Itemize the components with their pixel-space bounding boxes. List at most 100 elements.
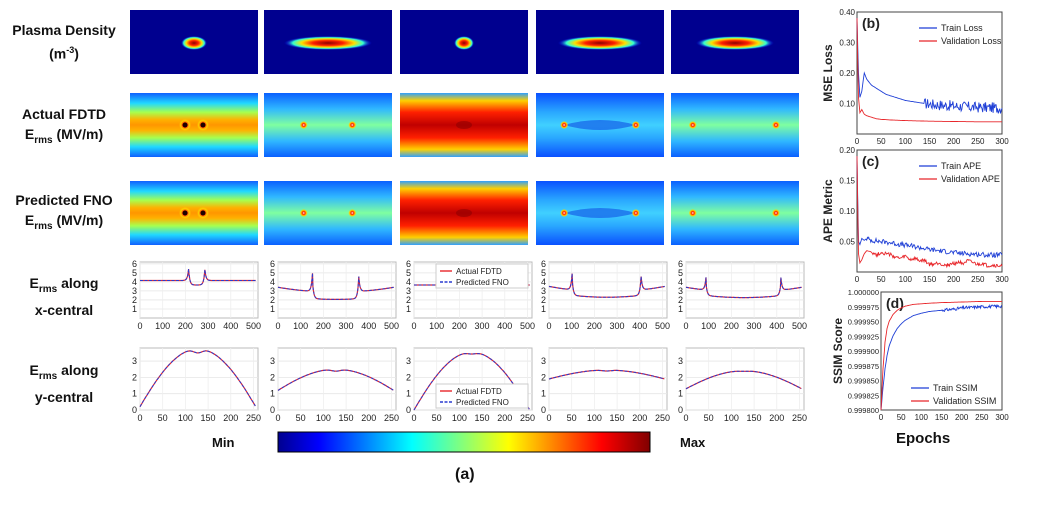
xprof-legend-predicted-label: Predicted FNO [456,278,509,287]
actual-subscript: rms [34,134,53,146]
x-subscript: rms [38,283,58,295]
panel-b-xtick-0: 0 [855,137,860,146]
xprof-2-ytick-3: 3 [270,286,275,296]
yprof-2-xtick-250: 250 [384,413,399,423]
actual-hotspot-4-1 [560,121,569,129]
x-line2: x-central [34,301,94,318]
panel-b-title: (b) [862,15,880,31]
xprof-4-ytick-3: 3 [541,286,546,296]
row-label-actual: Actual FDTD Erms (MV/m) [0,104,128,151]
yprof-2-xtick-50: 50 [296,413,306,423]
panel-b-legend-label-2: Validation Loss [941,36,1002,46]
plasma-density-paren: ) [74,45,79,62]
yprof-5-xtick-50: 50 [704,413,714,423]
panel-c-xtick-100: 100 [899,275,913,284]
panel-c-ytick-2: 0.15 [839,177,855,186]
xprof-4-xtick-300: 300 [610,321,625,331]
xprof-4-ytick-2: 2 [541,295,546,305]
predicted-subscript: rms [34,220,53,232]
panel-b-ytick-3: 0.40 [839,8,855,17]
panel-b-xtick-250: 250 [971,137,985,146]
panel-d-xtick-200: 200 [955,413,969,422]
yprof-4-ytick-3: 3 [541,356,546,366]
yprof-4-xtick-250: 250 [655,413,670,423]
xprof-3-xtick-200: 200 [452,321,467,331]
plasma-blob-1 [181,36,207,50]
xprof-predicted-4 [548,273,665,298]
yprof-3-ytick-1: 1 [406,389,411,399]
row-label-y-central: Erms along y-central [0,360,128,407]
panel-b: 0.10 0.20 0.30 0.40 0 50 100 150 200 250 300 MSE Lo… [821,8,1009,146]
plasma-blob-3 [454,36,474,50]
yprof-3-ytick-0: 0 [406,405,411,415]
yprof-1-ytick-0: 0 [132,405,137,415]
xprof-2-xtick-500: 500 [384,321,399,331]
yprof-2-xtick-200: 200 [361,413,376,423]
xprof-2-xtick-100: 100 [293,321,308,331]
actual-field-core-3 [456,121,472,129]
yprof-2-xtick-0: 0 [275,413,280,423]
panel-c-xtick-150: 150 [923,275,937,284]
actual-field-shadow-4 [564,120,636,130]
yprof-1-ytick-3: 3 [132,356,137,366]
caption-a: (a) [455,466,475,483]
predicted-hotspot-2-1 [299,209,308,217]
panel-d-ytick-7: 0.999975 [848,303,879,312]
yprof-legend-predicted-label: Predicted FNO [456,398,509,407]
panel-c-legend-label-2: Validation APE [941,174,1000,184]
predicted-field-core-3 [456,209,472,217]
panel-b-xtick-100: 100 [899,137,913,146]
yprof-4-ytick-0: 0 [541,405,546,415]
predicted-hotspot-5-1 [688,209,697,217]
yprof-actual-1 [139,350,256,408]
xprof-1-xtick-300: 300 [201,321,216,331]
xprof-5-xtick-200: 200 [724,321,739,331]
panel-d-xtick-50: 50 [897,413,906,422]
panel-b-frame [856,11,1003,135]
xprof-4-ytick-4: 4 [541,277,546,287]
row-label-predicted: Predicted FNO Erms (MV/m) [0,190,128,237]
actual-hotspot-4-2 [631,121,640,129]
yprof-2-ytick-1: 1 [270,389,275,399]
panel-d-xtick-100: 100 [915,413,929,422]
yprof-3-xtick-100: 100 [452,413,467,423]
yprof-3-xtick-50: 50 [432,413,442,423]
yprof-predicted-5 [685,370,802,390]
yprof-5-xtick-150: 150 [747,413,762,423]
xprof-2-ytick-5: 5 [270,268,275,278]
xprof-4-xtick-100: 100 [564,321,579,331]
xprof-1-xtick-0: 0 [137,321,142,331]
row-label-plasma-density: Plasma Density (m-3) [0,20,128,64]
predicted-unit: (MV/m) [52,212,104,228]
xprof-4-frame [548,261,668,319]
predicted-hotcore-1-1 [182,210,188,216]
panel-c-ytick-0: 0.05 [839,238,855,247]
yprof-predicted-3 [413,353,530,411]
xprof-2-ytick-4: 4 [270,277,275,287]
panel-c-series-2 [856,156,1003,269]
xprof-4-xtick-500: 500 [655,321,670,331]
yprof-4-xtick-150: 150 [610,413,625,423]
yprof-5-ytick-2: 2 [678,372,683,382]
colorbar [277,431,651,453]
panel-d-ytick-4: 0.999900 [848,347,879,356]
yprof-1-xtick-50: 50 [158,413,168,423]
actual-hotcore-1-2 [200,122,206,128]
panel-c-xtick-50: 50 [877,275,886,284]
yprof-1-xtick-200: 200 [223,413,238,423]
x-symbol: E [29,275,39,291]
yprof-5-xtick-100: 100 [724,413,739,423]
xprof-2-xtick-400: 400 [361,321,376,331]
yprof-3-xtick-200: 200 [497,413,512,423]
yprof-5-xtick-0: 0 [683,413,688,423]
yprof-1-ytick-1: 1 [132,389,137,399]
predicted-line1: Predicted FNO [15,192,113,208]
predicted-symbol: E [24,212,35,228]
panel-b-legend-label-1: Train Loss [941,23,983,33]
actual-symbol: E [24,126,35,142]
panel-d-ylabel: SSIM Score [831,318,845,384]
panel-d-xtick-150: 150 [935,413,949,422]
panel-d-ytick-5: 0.999925 [848,332,879,341]
